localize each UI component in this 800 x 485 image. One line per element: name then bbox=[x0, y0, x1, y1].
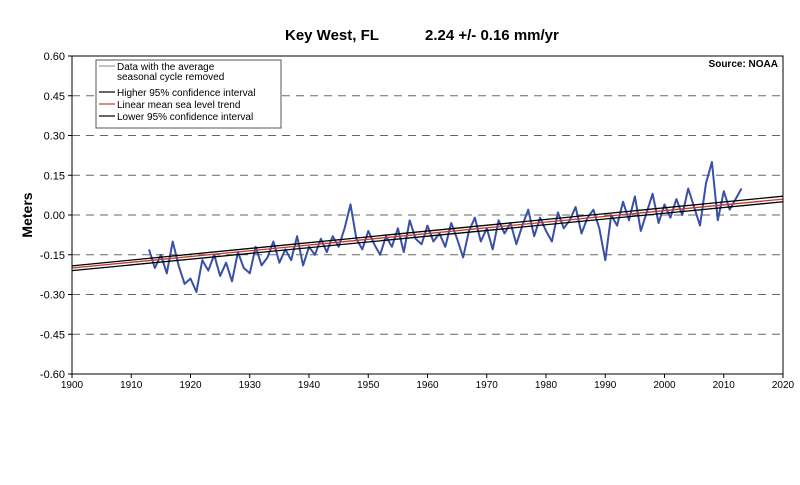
legend-label: Lower 95% confidence interval bbox=[117, 112, 253, 123]
y-tick-label: -0.45 bbox=[40, 329, 65, 341]
x-tick-label: 1900 bbox=[61, 380, 84, 391]
chart-title: Key West, FL bbox=[285, 27, 379, 44]
y-tick-label: 0.60 bbox=[44, 51, 65, 63]
x-tick-label: 1990 bbox=[594, 380, 617, 391]
x-tick-label: 1960 bbox=[416, 380, 439, 391]
chart-subtitle: 2.24 +/- 0.16 mm/yr bbox=[425, 27, 559, 44]
y-axis-label: Meters bbox=[19, 192, 35, 237]
x-tick-label: 1930 bbox=[239, 380, 262, 391]
x-tick-label: 2000 bbox=[653, 380, 676, 391]
trend-line bbox=[71, 198, 784, 269]
x-tick-label: 1920 bbox=[179, 380, 202, 391]
x-tick-label: 2020 bbox=[772, 380, 795, 391]
x-tick-label: 1940 bbox=[298, 380, 321, 391]
data-series-line bbox=[148, 161, 743, 293]
x-tick-label: 2010 bbox=[713, 380, 736, 391]
y-tick-label: 0.45 bbox=[44, 91, 65, 103]
legend-label: Linear mean sea level trend bbox=[117, 100, 240, 111]
y-tick-label: -0.15 bbox=[40, 250, 65, 262]
x-tick-label: 1970 bbox=[476, 380, 499, 391]
y-tick-label: -0.30 bbox=[40, 290, 65, 302]
x-tick-label: 1980 bbox=[535, 380, 558, 391]
legend-label: Data with the average bbox=[117, 62, 215, 73]
y-tick-label: 0.15 bbox=[44, 170, 65, 182]
upper-ci-line bbox=[71, 195, 784, 267]
y-tick-label: -0.60 bbox=[40, 369, 65, 381]
legend-label: seasonal cycle removed bbox=[117, 72, 224, 83]
legend-label: Higher 95% confidence interval bbox=[117, 88, 255, 99]
y-tick-label: 0.00 bbox=[44, 210, 65, 222]
source-label: Source: NOAA bbox=[709, 59, 778, 70]
x-tick-label: 1910 bbox=[120, 380, 143, 391]
y-tick-label: 0.30 bbox=[44, 131, 65, 143]
x-tick-label: 1950 bbox=[357, 380, 380, 391]
lower-ci-line bbox=[71, 201, 784, 272]
